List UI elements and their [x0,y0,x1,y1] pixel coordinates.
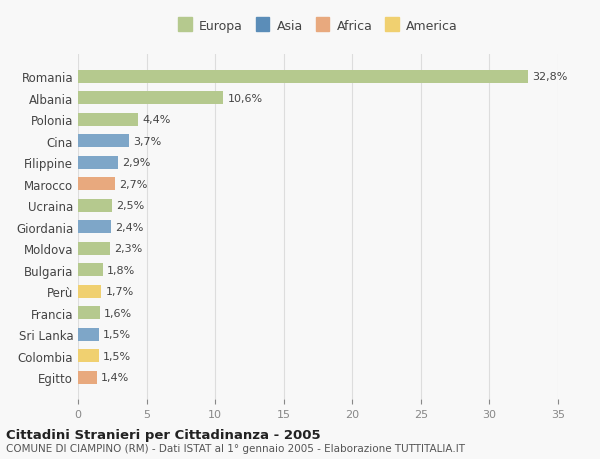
Bar [78,349,98,362]
Text: 1,5%: 1,5% [103,351,131,361]
Text: 4,4%: 4,4% [142,115,171,125]
Text: 2,3%: 2,3% [113,244,142,254]
Bar [78,285,101,298]
Text: COMUNE DI CIAMPINO (RM) - Dati ISTAT al 1° gennaio 2005 - Elaborazione TUTTITALI: COMUNE DI CIAMPINO (RM) - Dati ISTAT al … [6,443,465,453]
Text: 2,5%: 2,5% [116,201,145,211]
Bar [78,178,115,191]
Text: 1,6%: 1,6% [104,308,132,318]
Bar [78,199,112,212]
Bar [78,328,98,341]
Text: 1,7%: 1,7% [106,286,134,297]
Bar [78,242,110,255]
Bar [78,135,129,148]
Bar [78,221,111,234]
Text: 1,5%: 1,5% [103,330,131,339]
Text: 32,8%: 32,8% [532,72,568,82]
Text: 2,7%: 2,7% [119,179,148,189]
Bar [78,157,118,169]
Text: 1,4%: 1,4% [101,372,130,382]
Text: 1,8%: 1,8% [107,265,135,275]
Legend: Europa, Asia, Africa, America: Europa, Asia, Africa, America [174,17,462,37]
Bar [78,307,100,319]
Bar [78,113,139,127]
Bar [78,371,97,384]
Bar [78,71,528,84]
Text: 2,9%: 2,9% [122,158,150,168]
Text: 3,7%: 3,7% [133,136,161,146]
Bar [78,263,103,276]
Text: 2,4%: 2,4% [115,222,143,232]
Text: 10,6%: 10,6% [227,94,263,104]
Text: Cittadini Stranieri per Cittadinanza - 2005: Cittadini Stranieri per Cittadinanza - 2… [6,428,320,442]
Bar [78,92,223,105]
